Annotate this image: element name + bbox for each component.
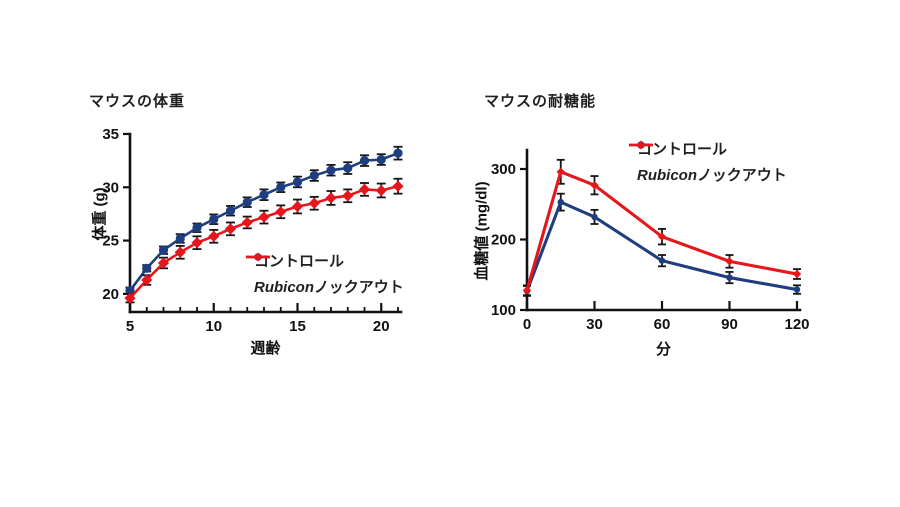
svg-text:120: 120 (784, 316, 809, 333)
svg-text:35: 35 (102, 126, 119, 143)
svg-text:200: 200 (491, 232, 516, 249)
knockout-label-rest: ノックアウト (314, 278, 404, 296)
svg-text:10: 10 (205, 318, 222, 335)
svg-text:60: 60 (654, 316, 671, 333)
svg-text:0: 0 (523, 316, 531, 333)
gene-name-italic: Rubicon (637, 166, 697, 184)
weight-chart: マウスの体重 体重 (g) 20 25 30 35 5 10 15 20 週齢 コントロール … (85, 88, 435, 378)
weight-plot-area: 20 25 30 35 5 10 15 20 (102, 126, 404, 335)
svg-text:30: 30 (586, 316, 603, 333)
svg-text:20: 20 (102, 286, 119, 303)
legend-item-knockout: Rubiconノックアウト (628, 140, 787, 185)
glucose-plot-area: 100 200 300 0 30 60 90 120 (491, 148, 810, 333)
chart-title: マウスの耐糖能 (484, 93, 597, 110)
svg-text:100: 100 (491, 302, 516, 319)
chart-title: マウスの体重 (89, 93, 186, 110)
knockout-label-rest: ノックアウト (697, 166, 787, 184)
knockout-series-label: Rubiconノックアウト (254, 276, 404, 297)
svg-text:25: 25 (102, 233, 119, 250)
svg-text:20: 20 (373, 318, 390, 335)
legend: コントロール Rubiconノックアウト (245, 250, 404, 302)
gene-name-italic: Rubicon (254, 278, 314, 296)
svg-text:90: 90 (721, 316, 738, 333)
glucose-tolerance-chart: マウスの耐糖能 血糖値 (mg/dl) 100 200 300 0 30 60 90 120 … (468, 88, 848, 383)
svg-text:300: 300 (491, 161, 516, 178)
legend-item-knockout: Rubiconノックアウト (245, 252, 404, 297)
svg-text:15: 15 (289, 318, 306, 335)
control-series-label: コントロール (254, 252, 345, 270)
legend: コントロール Rubiconノックアウト (628, 138, 787, 190)
svg-text:30: 30 (102, 179, 119, 196)
x-axis-label: 週齢 (250, 340, 281, 357)
control-series-label: コントロール (637, 140, 728, 158)
x-axis-label: 分 (655, 341, 671, 358)
knockout-series-label: Rubiconノックアウト (637, 164, 787, 185)
svg-text:5: 5 (126, 318, 134, 335)
